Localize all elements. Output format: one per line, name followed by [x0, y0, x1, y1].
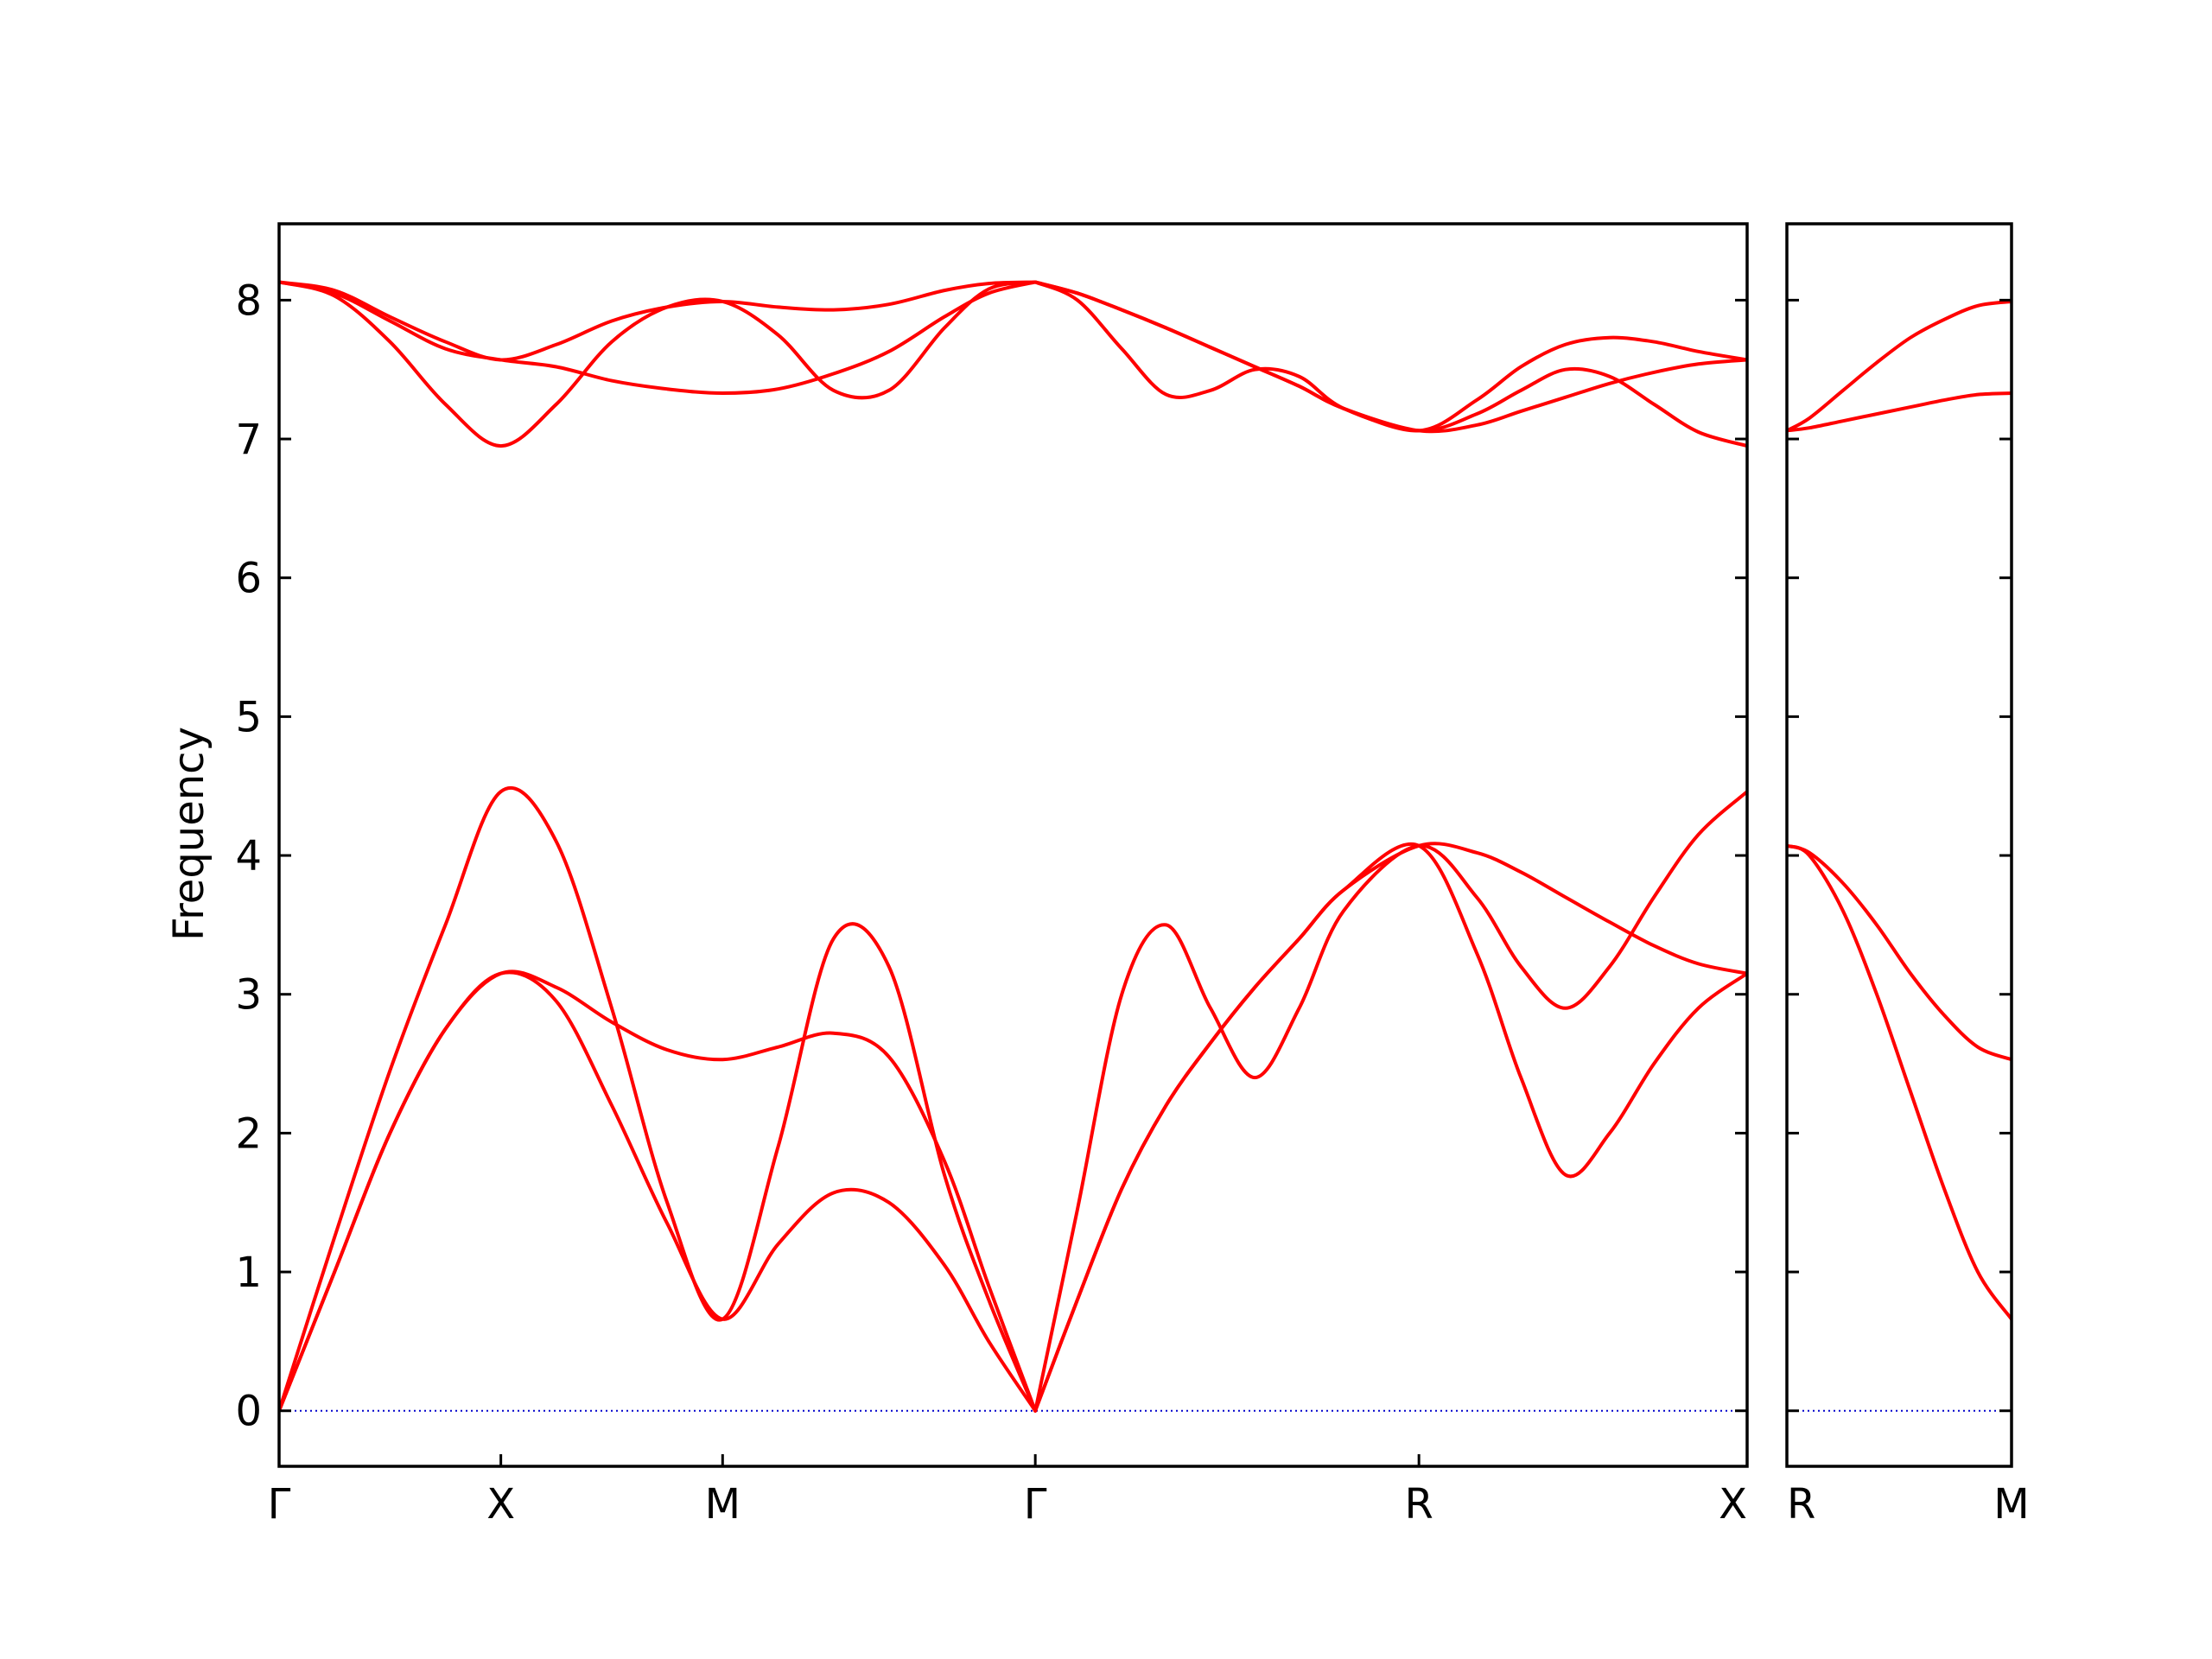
band-line [279, 785, 1038, 1413]
y-tick-label: 7 [235, 416, 262, 464]
y-tick-label: 1 [235, 1249, 262, 1297]
band-line [1787, 843, 2012, 1321]
y-tick-label: 3 [235, 971, 262, 1020]
y-tick-label: 6 [235, 555, 262, 603]
x-tick-label: M [705, 1480, 741, 1529]
y-axis-label: Frequency [165, 727, 213, 941]
x-tick-label: Γ [268, 1480, 291, 1529]
x-tick-label: X [486, 1480, 515, 1529]
bands-group [1787, 299, 2012, 1321]
band-line [279, 970, 1038, 1413]
x-tick-label: X [1719, 1480, 1747, 1529]
band-line [1787, 843, 2012, 1062]
panel-1: 0 1 2 3 4 5 6 7 8 Γ X M Γ R X [235, 222, 1749, 1529]
band-line [279, 280, 1038, 396]
band-line [279, 969, 1038, 1413]
band-line [279, 280, 1038, 448]
y-tick-label: 2 [235, 1109, 262, 1158]
band-line [1787, 391, 2012, 433]
plot-frame [277, 222, 1749, 1468]
x-tick-label: Γ [1024, 1480, 1047, 1529]
y-tick-label: 0 [235, 1388, 262, 1436]
y-tick-label: 5 [235, 693, 262, 741]
band-line [1787, 299, 2012, 433]
band-line [1033, 842, 1747, 1413]
x-tick-label: R [1404, 1480, 1433, 1529]
plot-frame [1785, 222, 2013, 1468]
y-tick-label: 4 [235, 832, 262, 880]
band-line [1033, 790, 1747, 1413]
band-line [1033, 280, 1747, 434]
band-line [1033, 280, 1747, 448]
x-tick-label: R [1787, 1480, 1815, 1529]
x-tick-label: M [1993, 1480, 2029, 1529]
band-line [1033, 280, 1747, 433]
band-line [1033, 842, 1747, 1413]
y-tick-label: 8 [235, 276, 262, 325]
bands-group [279, 280, 1747, 1413]
